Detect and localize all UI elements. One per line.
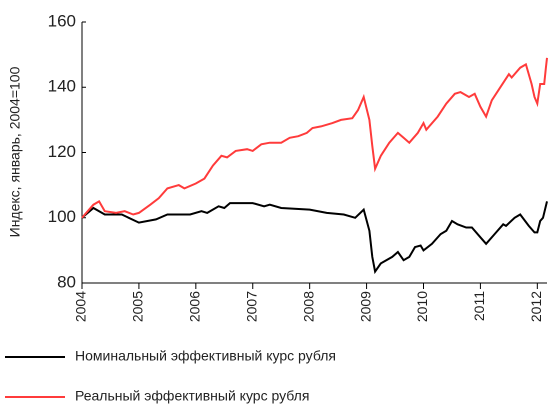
- x-tick-label: 2010: [414, 291, 430, 322]
- x-tick-label: 2004: [73, 291, 89, 322]
- series-line: [81, 201, 548, 275]
- y-tick-label: 80: [57, 272, 76, 291]
- y-tick-label: 100: [48, 207, 76, 226]
- x-tick-label: 2009: [357, 291, 373, 322]
- legend-label: Номинальный эффективный курс рубля: [75, 348, 336, 364]
- x-tick-label: 2012: [528, 291, 544, 322]
- x-tick-label: 2007: [243, 291, 259, 322]
- y-tick-label: 140: [48, 77, 76, 96]
- y-axis-label: Индекс, январь, 2004=100: [7, 66, 23, 237]
- x-tick-label: 2011: [471, 291, 487, 321]
- y-tick-label: 120: [48, 142, 76, 161]
- y-tick-label: 160: [48, 11, 76, 30]
- legend-label: Реальный эффективный курс рубля: [75, 388, 309, 404]
- x-tick-label: 2006: [187, 291, 203, 322]
- series-line: [81, 57, 548, 219]
- x-tick-label: 2005: [130, 291, 146, 322]
- x-tick-label: 2008: [300, 291, 316, 322]
